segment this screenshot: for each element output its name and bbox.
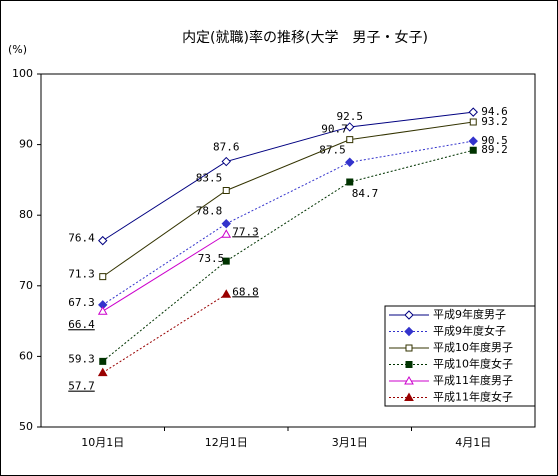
legend-marker (404, 310, 414, 320)
data-label: 90.5 (481, 134, 508, 147)
data-point (469, 118, 477, 126)
data-point (345, 157, 355, 167)
data-label: 57.7 (68, 380, 95, 393)
legend-marker (404, 392, 414, 401)
x-tick-label: 3月1日 (332, 436, 368, 449)
data-label: 84.7 (352, 187, 379, 200)
data-label: 87.5 (319, 143, 346, 156)
series-line (102, 121, 474, 278)
series-line (102, 293, 227, 374)
y-tick-label: 50 (19, 420, 33, 433)
series-line (102, 140, 474, 306)
y-tick-label: 70 (19, 279, 33, 292)
data-point (221, 218, 231, 229)
legend-marker (404, 375, 414, 385)
data-label: 90.7 (321, 123, 348, 136)
legend-label: 平成11年度女子 (433, 390, 513, 404)
data-label: 66.4 (68, 318, 95, 331)
data-point (222, 257, 230, 265)
series-line (102, 111, 474, 242)
data-label: 93.2 (481, 115, 508, 128)
x-tick-label: 10月1日 (81, 436, 124, 449)
data-point (222, 186, 230, 194)
legend-marker (404, 326, 414, 337)
x-tick-label: 4月1日 (455, 436, 491, 449)
data-label: 87.6 (213, 141, 240, 154)
data-point (346, 178, 354, 186)
y-tick-label: 80 (19, 208, 33, 221)
data-point (469, 146, 477, 154)
data-label: 77.3 (232, 225, 259, 238)
legend-label: 平成10年度女子 (433, 357, 513, 371)
legend-label: 平成9年度男子 (433, 307, 506, 321)
data-point (468, 107, 478, 117)
data-label: 68.8 (232, 285, 259, 298)
data-point (99, 357, 107, 365)
y-tick-label: 100 (12, 67, 33, 80)
data-point (221, 289, 232, 298)
data-point (221, 156, 231, 167)
data-label: 83.5 (196, 171, 223, 184)
data-label: 76.4 (68, 232, 95, 245)
series-line (102, 233, 227, 312)
chart-title: 内定(就職)率の推移(大学 男子・女子) (182, 29, 428, 46)
data-point (97, 306, 108, 315)
data-point (99, 273, 107, 281)
data-point (97, 367, 108, 377)
y-axis-label: (%) (8, 43, 27, 56)
legend-marker (405, 361, 413, 368)
legend-label: 平成11年度男子 (433, 373, 513, 387)
data-point (468, 136, 478, 146)
data-point (346, 136, 354, 144)
data-point (345, 122, 355, 132)
series-line (102, 149, 474, 362)
data-point (98, 235, 108, 246)
data-label: 67.3 (68, 296, 95, 309)
data-label: 78.8 (196, 205, 223, 218)
y-tick-label: 60 (19, 349, 33, 362)
legend-box (384, 305, 536, 407)
data-label: 92.5 (337, 110, 364, 123)
y-tick-label: 90 (19, 138, 33, 151)
data-label: 71.3 (68, 268, 95, 281)
data-label: 73.5 (198, 252, 225, 265)
data-label: 59.3 (68, 352, 95, 365)
legend-marker (405, 344, 413, 352)
legend-label: 平成10年度男子 (433, 340, 513, 354)
legend-label: 平成9年度女子 (433, 324, 506, 338)
data-label: 89.2 (481, 143, 508, 156)
data-point (221, 229, 232, 238)
x-tick-label: 12月1日 (205, 436, 248, 449)
data-label: 94.6 (481, 105, 508, 118)
